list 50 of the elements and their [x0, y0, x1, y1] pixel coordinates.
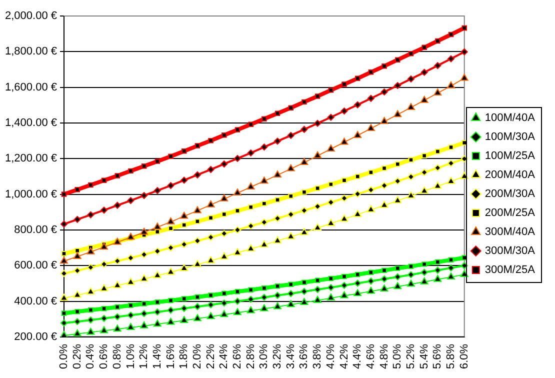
x-tick-label: 1.4% [151, 344, 164, 370]
x-tick-label: 0.2% [71, 344, 84, 370]
y-tick-label: 800.00 € [14, 224, 57, 236]
x-tick-label: 1.6% [164, 344, 177, 370]
y-tick-label: 1,000.00 € [4, 188, 57, 200]
x-tick-label: 4.2% [338, 344, 350, 370]
y-tick-label: 600.00 € [14, 260, 57, 272]
x-tick-label: 0.0% [58, 344, 70, 370]
x-tick-label: 4.4% [352, 344, 364, 370]
x-tick-label: 5.0% [392, 344, 404, 370]
x-tick-label: 3.6% [298, 344, 310, 370]
x-tick-label: 2.2% [204, 344, 217, 370]
x-tick-label: 3.4% [284, 344, 297, 370]
x-tick-label: 0.8% [111, 344, 124, 370]
y-tick-label: 1,800.00 € [4, 46, 57, 58]
legend-label: 300M/30A [484, 245, 536, 258]
legend-label: 100M/25A [484, 150, 536, 162]
x-tick-label: 5.2% [405, 344, 418, 370]
legend-label: 100M/30A [484, 131, 536, 144]
legend-label: 300M/25A [484, 264, 536, 276]
legend-label: 300M/40A [484, 226, 536, 238]
x-tick-label: 2.6% [232, 344, 244, 370]
x-tick-label: 4.6% [364, 344, 377, 370]
legend-label: 100M/40A [484, 112, 536, 124]
y-tick-label: 1,600.00 € [4, 81, 57, 94]
x-tick-label: 4.8% [378, 344, 390, 370]
x-tick-label: 5.4% [418, 344, 430, 370]
y-tick-label: 2,000.00 € [4, 10, 57, 22]
legend-label: 200M/40A [484, 169, 536, 182]
y-tick-label: 1,200.00 € [4, 152, 57, 165]
x-tick-label: 2.4% [218, 344, 230, 370]
x-tick-label: 5.8% [445, 344, 458, 370]
x-tick-label: 0.4% [84, 344, 97, 370]
x-tick-label: 4.0% [324, 344, 337, 370]
x-tick-label: 6.0% [458, 344, 470, 370]
x-tick-label: 3.0% [258, 344, 270, 370]
y-tick-label: 400.00 € [14, 295, 57, 308]
x-tick-label: 1.8% [178, 344, 190, 370]
x-tick-label: 1.0% [124, 344, 137, 370]
x-tick-label: 0.6% [98, 344, 110, 370]
y-tick-label: 200.00 € [14, 330, 57, 343]
x-tick-label: 5.6% [432, 344, 444, 370]
y-tick-label: 1,400.00 € [4, 117, 57, 130]
x-tick-label: 2.8% [244, 344, 257, 370]
x-tick-label: 3.8% [312, 344, 324, 370]
x-tick-label: 1.2% [138, 344, 150, 370]
x-tick-label: 3.2% [272, 344, 284, 370]
legend-label: 200M/25A [484, 207, 536, 220]
legend-label: 200M/30A [484, 188, 536, 200]
x-tick-label: 2.0% [191, 344, 204, 370]
